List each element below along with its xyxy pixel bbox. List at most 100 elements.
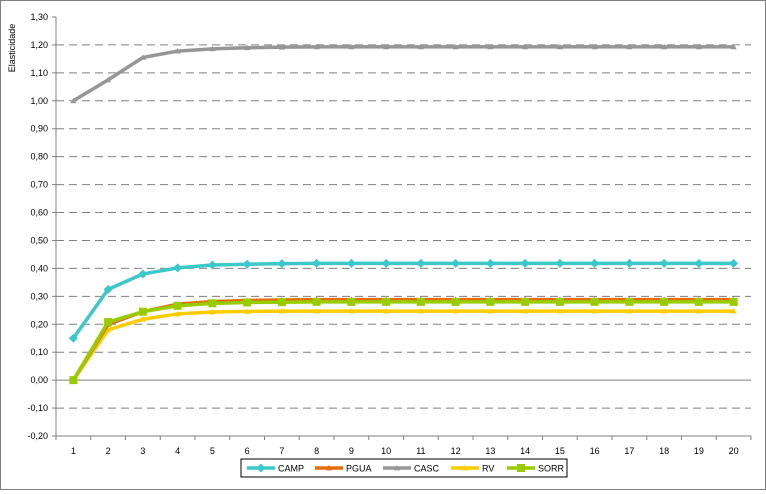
y-tick-label: 0,00 [30,375,48,385]
data-point [348,308,355,314]
data-point [242,259,252,269]
data-point [694,258,704,268]
x-tick-label: 20 [729,446,739,456]
data-point [695,43,702,50]
data-point [661,43,668,50]
data-point [348,43,355,50]
y-tick-label: 0,70 [30,180,48,190]
y-tick-label: 0,80 [30,152,48,162]
legend-item-pgua: PGUA [315,464,372,474]
data-point [382,297,391,306]
data-point [487,43,494,50]
x-tick-label: 19 [694,446,704,456]
x-tick-label: 9 [349,446,354,456]
data-point [277,259,287,269]
x-tick-label: 18 [659,446,669,456]
data-point [591,308,598,314]
data-point [394,465,400,471]
data-point [555,297,564,306]
data-point [521,297,530,306]
data-point [487,308,494,314]
x-tick-label: 15 [555,446,565,456]
data-point [556,308,563,314]
data-point [626,308,633,314]
legend-item-rv: RV [451,464,494,474]
data-point [695,308,702,314]
x-tick-label: 14 [520,446,530,456]
data-point [591,43,598,50]
data-point [520,258,530,268]
y-tick-label: 0,10 [30,347,48,357]
gridlines [56,44,751,437]
data-point [105,326,112,333]
series-camp [68,258,739,343]
series-casc [70,43,737,104]
data-point [555,258,565,268]
series-group [68,43,739,385]
data-point [417,43,424,50]
x-tick-label: 13 [485,446,495,456]
data-point [729,258,739,268]
data-point [312,258,322,268]
data-point [173,301,182,310]
data-point [138,269,148,279]
x-tick-label: 3 [140,446,145,456]
x-tick-label: 4 [175,446,180,456]
data-point [105,76,112,83]
series-sorr [69,297,738,385]
data-point [452,43,459,50]
legend-label: CASC [414,464,440,474]
data-point [624,258,634,268]
x-tick-label: 12 [451,446,461,456]
x-tick-label: 17 [624,446,634,456]
data-point [556,43,563,50]
x-tick-label: 11 [416,446,425,456]
x-tick-label: 16 [590,446,600,456]
y-tick-label: 0,40 [30,263,48,273]
y-tick-label: -0,20 [27,431,48,441]
data-point [486,297,495,306]
data-point [313,43,320,50]
y-tick-labels: -0,20 -0,10 0,00 0,10 0,20 0,30 0,40 0,50 0,60 0,… [27,12,48,441]
series-rv [70,308,737,383]
data-point [522,43,529,50]
legend-item-casc: CASC [383,464,440,474]
data-point [383,43,390,50]
data-point [68,333,78,343]
data-point [451,297,460,306]
x-tick-labels: 1 2 3 4 5 6 7 8 9 10 11 12 13 14 15 16 17 18 19 20 [71,446,739,456]
y-tick-label: 1,30 [30,12,48,22]
y-tick-label: 1,20 [30,40,48,50]
data-point [139,54,146,60]
data-point [312,297,321,306]
data-point [485,258,495,268]
series-line [71,300,734,382]
x-tick-label: 1 [71,446,76,456]
data-point [139,316,146,322]
series-line [72,45,734,103]
data-point [208,299,217,308]
x-tick-label: 2 [106,446,111,456]
data-point [313,308,320,314]
legend-label: RV [482,464,494,474]
legend-item-camp: CAMP [247,463,304,474]
legend-label: SORR [538,464,565,474]
data-point [244,44,251,51]
y-tick-label: 0,60 [30,208,48,218]
series-line [71,261,734,340]
data-point [590,258,600,268]
legend: CAMP PGUA CASC RV SORR [240,458,568,478]
data-point [590,297,599,306]
data-point [383,308,390,314]
data-point [416,297,425,306]
legend-item-sorr: SORR [507,464,565,474]
data-point [661,308,668,314]
y-tick-label: 1,00 [30,96,48,106]
data-point [209,308,216,315]
y-tick-label: 0,20 [30,319,48,329]
data-point [347,297,356,306]
data-point [659,258,669,268]
x-tick-label: 8 [314,446,319,456]
data-point [174,48,181,54]
